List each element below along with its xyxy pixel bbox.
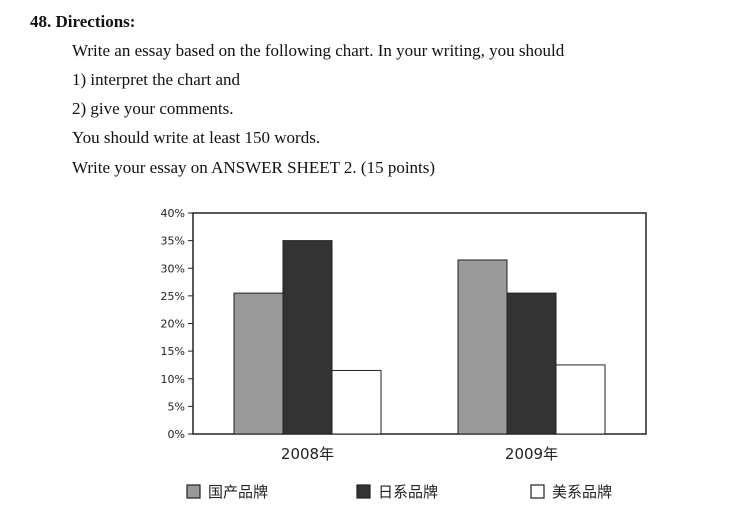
y-tick-label: 35% xyxy=(161,235,185,248)
x-category-label: 2008年 xyxy=(281,445,334,463)
legend-swatch xyxy=(530,484,545,499)
bar xyxy=(282,240,333,435)
bar xyxy=(457,259,508,435)
y-tick-label: 10% xyxy=(161,373,185,386)
y-tick-label: 30% xyxy=(161,262,185,275)
bar xyxy=(555,364,606,435)
bar xyxy=(233,292,284,435)
y-tick-label: 5% xyxy=(168,400,185,413)
instruction-line: Write an essay based on the following ch… xyxy=(72,41,565,60)
y-tick-label: 25% xyxy=(161,290,185,303)
legend-swatch xyxy=(356,484,371,499)
legend-swatch xyxy=(186,484,201,499)
bar xyxy=(331,369,382,435)
x-category-label: 2009年 xyxy=(505,445,558,463)
y-tick-label: 40% xyxy=(161,207,185,220)
legend-label: 美系品牌 xyxy=(552,483,612,501)
legend-label: 国产品牌 xyxy=(208,483,268,501)
instruction-line: 2) give your comments. xyxy=(72,99,234,118)
bar xyxy=(506,292,557,435)
question-heading: 48. Directions: xyxy=(30,12,136,31)
legend-label: 日系品牌 xyxy=(378,483,438,501)
y-tick-label: 0% xyxy=(168,428,185,441)
y-tick-label: 20% xyxy=(161,318,185,331)
instruction-line: 1) interpret the chart and xyxy=(72,70,241,89)
instruction-line: Write your essay on ANSWER SHEET 2. (15 … xyxy=(72,158,436,177)
instruction-line: You should write at least 150 words. xyxy=(72,128,321,147)
y-tick-label: 15% xyxy=(161,345,185,358)
